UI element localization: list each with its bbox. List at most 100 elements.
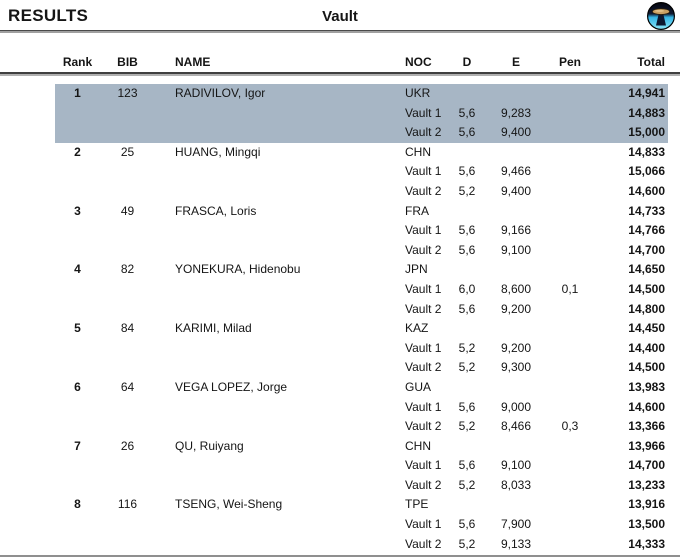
results-table-body: 1 123 RADIVILOV, Igor UKR 14,941 Vault 1 5,6 9,… [55, 84, 668, 554]
name-cell: TSENG, Wei-Sheng [175, 497, 283, 512]
athlete-main-row: 8 116 TSENG, Wei-Sheng TPE 13,916 [55, 495, 668, 515]
rank-cell: 3 [74, 203, 81, 218]
total-cell: 14,733 [628, 203, 665, 218]
bib-cell: 123 [117, 86, 138, 100]
vault-sub-row: Vault 2 5,2 9,133 14,333 [55, 535, 668, 555]
e-score-cell: 9,200 [500, 340, 532, 355]
penalty-cell [545, 162, 595, 182]
d-score-cell: 5,6 [458, 125, 476, 140]
bib-cell: 116 [117, 497, 138, 512]
rank-cell [55, 241, 100, 261]
d-score-cell [447, 378, 487, 398]
rank-cell: 6 [74, 379, 81, 394]
total-cell: 14,766 [628, 223, 665, 238]
name-cell: RADIVILOV, Igor [175, 86, 266, 100]
e-score-cell [487, 143, 545, 163]
name-cell [155, 123, 385, 143]
rank-cell: 5 [74, 321, 81, 336]
e-score-cell: 8,466 [500, 419, 532, 434]
e-score-cell: 9,283 [500, 105, 532, 120]
name-cell [155, 280, 385, 300]
bib-cell [100, 515, 155, 535]
d-score-cell: 5,2 [458, 360, 476, 375]
e-score-cell [487, 202, 545, 222]
rank-cell [55, 417, 100, 437]
bib-cell [100, 241, 155, 261]
header-divider [0, 72, 680, 76]
penalty-cell [545, 398, 595, 418]
noc-cell: Vault 2 [405, 301, 442, 316]
name-cell [155, 221, 385, 241]
bib-cell [100, 300, 155, 320]
total-cell: 13,966 [628, 438, 665, 453]
d-score-cell [447, 495, 487, 515]
penalty-cell: 0,1 [561, 281, 579, 296]
e-score-cell: 8,033 [500, 477, 532, 492]
noc-cell: CHN [405, 144, 431, 159]
results-label: RESULTS [8, 6, 89, 25]
total-cell: 13,500 [628, 517, 665, 532]
total-cell: 14,600 [628, 183, 665, 198]
vault-sub-row: Vault 2 5,2 8,466 0,3 13,366 [55, 417, 668, 437]
d-score-cell: 5,2 [458, 340, 476, 355]
name-cell [155, 339, 385, 359]
name-cell [155, 456, 385, 476]
e-score-cell: 9,000 [500, 399, 532, 414]
d-score-cell: 6,0 [458, 281, 476, 296]
bib-cell [100, 104, 155, 124]
total-cell: 13,983 [628, 379, 665, 394]
vault-sub-row: Vault 2 5,2 9,300 14,500 [55, 358, 668, 378]
d-score-cell [447, 84, 487, 104]
noc-cell: UKR [405, 86, 431, 100]
noc-cell: Vault 2 [405, 536, 442, 551]
bib-cell [100, 339, 155, 359]
penalty-cell [545, 358, 595, 378]
name-cell [155, 398, 385, 418]
penalty-cell [545, 241, 595, 261]
e-score-cell: 9,400 [500, 183, 532, 198]
e-score-cell: 9,400 [500, 125, 532, 140]
total-cell: 14,650 [628, 262, 665, 277]
bib-cell: 64 [120, 379, 135, 394]
rank-cell [55, 300, 100, 320]
table-header-row: Rank BIB NAME NOC D E Pen Total [55, 55, 668, 72]
rank-cell [55, 162, 100, 182]
athlete-main-row: 3 49 FRASCA, Loris FRA 14,733 [55, 202, 668, 222]
d-score-cell: 5,6 [458, 301, 476, 316]
bib-cell [100, 221, 155, 241]
noc-cell: CHN [405, 438, 431, 453]
name-cell: HUANG, Mingqi [175, 144, 261, 159]
e-score-column-header: E [511, 55, 520, 69]
penalty-cell [545, 123, 595, 143]
vault-sub-row: Vault 2 5,6 9,400 15,000 [55, 123, 668, 143]
noc-cell: Vault 2 [405, 477, 442, 492]
name-cell [155, 162, 385, 182]
penalty-cell [545, 495, 595, 515]
penalty-column-header: Pen [558, 55, 581, 69]
total-cell: 14,883 [628, 105, 665, 120]
noc-cell: Vault 1 [405, 517, 442, 532]
vault-sub-row: Vault 1 5,6 9,166 14,766 [55, 221, 668, 241]
d-score-cell [447, 202, 487, 222]
penalty-cell [545, 143, 595, 163]
noc-cell: JPN [405, 262, 428, 277]
name-cell [155, 476, 385, 496]
penalty-cell [545, 260, 595, 280]
total-column-header: Total [637, 55, 665, 69]
total-cell: 14,333 [628, 536, 665, 551]
name-cell [155, 104, 385, 124]
penalty-cell: 0,3 [561, 419, 579, 434]
vault-sub-row: Vault 2 5,6 9,200 14,800 [55, 300, 668, 320]
total-cell: 14,600 [628, 399, 665, 414]
total-cell: 14,500 [628, 360, 665, 375]
rank-cell: 2 [74, 144, 81, 159]
d-score-cell: 5,6 [458, 242, 476, 257]
bib-cell: 26 [120, 438, 135, 453]
bib-cell: 82 [120, 262, 135, 277]
total-cell: 13,366 [628, 419, 665, 434]
name-cell [155, 535, 385, 555]
rank-cell: 1 [74, 86, 81, 100]
rank-cell [55, 535, 100, 555]
e-score-cell [487, 84, 545, 104]
e-score-cell: 9,300 [500, 360, 532, 375]
